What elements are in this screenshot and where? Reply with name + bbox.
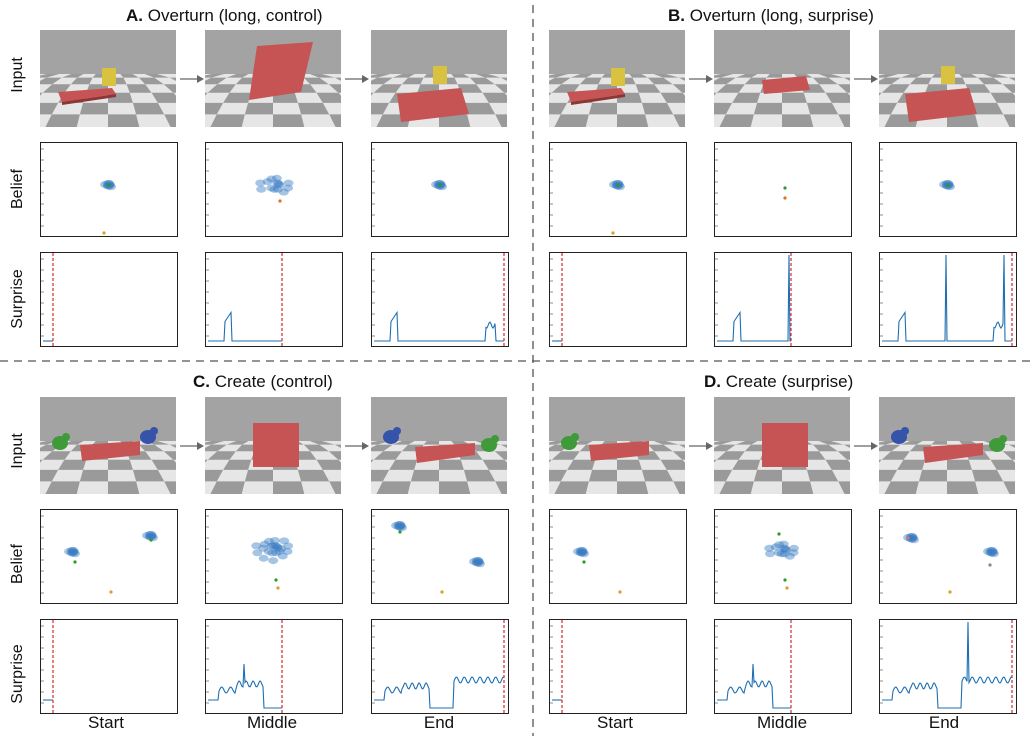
surprise-plot (714, 619, 852, 714)
input-frame (371, 397, 507, 494)
arrow-icon (345, 75, 369, 83)
arrow-icon (689, 442, 713, 450)
belief-plot (714, 509, 852, 604)
input-frame (879, 397, 1015, 494)
input-frame (714, 397, 850, 494)
input-frame (40, 397, 176, 494)
surprise-plot (549, 252, 687, 347)
surprise-plot (371, 252, 509, 347)
column-label-middle-left: Middle (246, 713, 298, 732)
belief-plot (371, 509, 509, 604)
surprise-plot (371, 619, 509, 714)
row-label-belief-bottom: Belief (9, 543, 26, 585)
row-label-surprise-top: Surprise (9, 269, 26, 329)
panel-title-c: C. Create (control) (193, 372, 333, 391)
surprise-plot (205, 619, 343, 714)
column-label-start-right: Start (597, 713, 633, 732)
column-label-end-left: End (423, 713, 455, 732)
arrow-icon (854, 442, 878, 450)
belief-plot (549, 509, 687, 604)
row-label-surprise-bottom: Surprise (9, 644, 26, 704)
input-frame (549, 397, 685, 494)
belief-plot (205, 142, 343, 237)
surprise-plot (879, 619, 1017, 714)
belief-plot (549, 142, 687, 237)
row-label-belief-top: Belief (9, 168, 26, 210)
arrow-icon (689, 75, 713, 83)
belief-plot (714, 142, 852, 237)
surprise-plot (879, 252, 1017, 347)
belief-plot (40, 142, 178, 237)
surprise-plot (40, 619, 178, 714)
input-frame (371, 30, 507, 127)
input-frame (879, 30, 1015, 127)
surprise-plot (205, 252, 343, 347)
panel-title-b: B. Overturn (long, surprise) (668, 6, 874, 25)
arrow-icon (345, 442, 369, 450)
panel-title-d: D. Create (surprise) (704, 372, 854, 391)
arrow-icon (854, 75, 878, 83)
belief-plot (879, 509, 1017, 604)
row-label-input-bottom: Input (9, 433, 26, 469)
input-frame (714, 30, 850, 127)
input-frame (205, 30, 341, 127)
column-label-end-right: End (928, 713, 960, 732)
surprise-plot (714, 252, 852, 347)
belief-plot (205, 509, 343, 604)
arrow-icon (180, 442, 204, 450)
input-frame (205, 397, 341, 494)
surprise-plot (549, 619, 687, 714)
column-label-start-left: Start (88, 713, 124, 732)
surprise-plot (40, 252, 178, 347)
column-label-middle-right: Middle (756, 713, 808, 732)
panel-title-a: A. Overturn (long, control) (126, 6, 323, 25)
belief-plot (879, 142, 1017, 237)
input-frame (40, 30, 176, 127)
arrow-icon (180, 75, 204, 83)
row-label-input-top: Input (9, 57, 26, 93)
belief-plot (40, 509, 178, 604)
belief-plot (371, 142, 509, 237)
input-frame (549, 30, 685, 127)
